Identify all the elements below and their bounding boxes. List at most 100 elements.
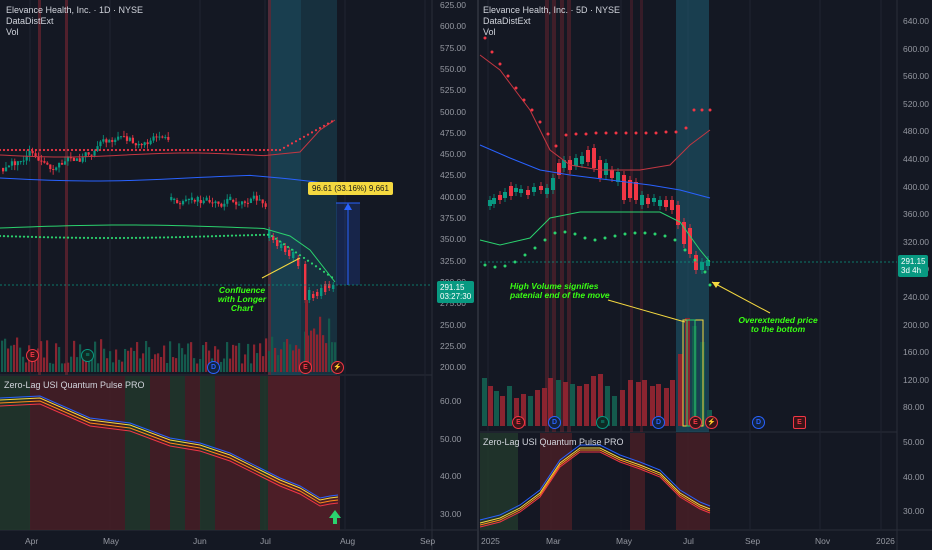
- signal-bar: [38, 0, 41, 375]
- oscillator-zone: [125, 376, 150, 530]
- split-event-icon[interactable]: ⚡: [331, 361, 344, 374]
- earnings-event-icon[interactable]: E: [689, 416, 702, 429]
- upper-dot: [138, 148, 142, 152]
- upper-dot: [604, 131, 608, 135]
- candle-body: [622, 175, 626, 200]
- lower-dot: [274, 237, 278, 240]
- lower-dot: [146, 236, 150, 239]
- right-osc-tick-label: 50.00: [903, 437, 925, 447]
- upper-dot: [22, 148, 26, 152]
- upper-dot: [318, 126, 322, 130]
- volume-bar: [16, 337, 19, 372]
- upper-dot: [330, 120, 334, 123]
- volume-bar: [133, 351, 136, 372]
- volume-bar: [70, 356, 73, 372]
- upper-dot: [98, 148, 102, 152]
- candle-body: [137, 143, 140, 146]
- dividend-event-icon[interactable]: D: [207, 361, 220, 374]
- volume-bar: [76, 357, 79, 372]
- left-price-tick-label: 475.00: [440, 127, 466, 138]
- candle-body: [66, 157, 70, 162]
- left-time-tick-label: Jul: [260, 536, 271, 546]
- candle-body: [503, 192, 507, 198]
- split-event-icon[interactable]: ⚡: [705, 416, 718, 429]
- upper-dot: [258, 148, 262, 152]
- candle-body: [19, 161, 22, 163]
- volume-bar: [157, 353, 160, 372]
- upper-dot: [10, 148, 14, 152]
- upper-dot: [554, 144, 558, 148]
- volume-bar: [103, 348, 106, 372]
- volume-bar: [160, 356, 163, 372]
- volume-bar: [650, 386, 655, 426]
- candle-body: [252, 195, 255, 199]
- lower-dot: [294, 251, 298, 254]
- upper-dot: [483, 36, 487, 40]
- candle-body: [134, 143, 137, 146]
- volume-bar: [145, 340, 148, 372]
- volume-bar: [91, 354, 94, 372]
- lower-dot: [326, 273, 330, 276]
- price-range-measure-label[interactable]: 96.61 (33.16%) 9,661: [308, 182, 393, 195]
- volume-bar: [151, 359, 154, 372]
- candle-body: [509, 186, 513, 196]
- lower-dot: [246, 234, 250, 237]
- candle-body: [604, 163, 608, 175]
- candle-body: [69, 157, 73, 159]
- candle-body: [31, 151, 34, 154]
- upper-dot: [506, 74, 510, 78]
- left-time-tick-label: Jun: [193, 536, 207, 546]
- event-icon[interactable]: ≡: [596, 416, 609, 429]
- upper-dot: [34, 148, 38, 152]
- volume-bar: [178, 343, 181, 372]
- candle-body: [25, 155, 28, 161]
- lower-dot: [573, 232, 577, 236]
- volume-bar: [556, 380, 561, 426]
- volume-bar: [295, 345, 298, 372]
- upper-dot: [38, 148, 42, 152]
- dividend-event-icon[interactable]: D: [652, 416, 665, 429]
- earnings-event-icon[interactable]: E: [26, 349, 39, 362]
- upper-dot: [46, 148, 50, 152]
- earnings-event-icon[interactable]: E: [512, 416, 525, 429]
- volume-bar: [154, 354, 157, 372]
- upper-dot: [94, 148, 98, 152]
- lower-dot: [503, 264, 507, 268]
- candle-body: [4, 167, 8, 172]
- volume-bar: [313, 328, 316, 372]
- upper-dot: [282, 146, 286, 149]
- lower-dot: [266, 233, 270, 236]
- candle-body: [190, 197, 193, 200]
- candle-body: [208, 200, 211, 203]
- candle-body: [46, 162, 49, 165]
- upper-dot: [294, 140, 298, 143]
- volume-bar: [184, 354, 187, 372]
- upper-dot: [214, 148, 218, 152]
- dividend-event-icon[interactable]: D: [752, 416, 765, 429]
- volume-bar: [500, 396, 505, 426]
- upper-band: [479, 54, 711, 171]
- upper-dot: [106, 148, 110, 152]
- left-price-tick-label: 275.00: [440, 298, 466, 309]
- upper-dot: [134, 148, 138, 152]
- lower-dot: [22, 235, 26, 238]
- candle-body: [99, 141, 102, 147]
- volume-bar: [591, 376, 596, 426]
- volume-bar: [620, 390, 625, 426]
- candle-body: [646, 198, 650, 204]
- dividend-event-icon[interactable]: D: [548, 416, 561, 429]
- upper-dot: [202, 148, 206, 152]
- earnings-event-icon[interactable]: E: [299, 361, 312, 374]
- upper-dot: [194, 148, 198, 152]
- earnings-event-icon[interactable]: E: [793, 416, 806, 429]
- volume-bar: [22, 356, 25, 372]
- signal-bar: [552, 0, 556, 432]
- upper-dot: [50, 148, 54, 152]
- upper-dot: [624, 131, 628, 135]
- candle-body: [519, 189, 523, 193]
- left-price-tick-label: 575.00: [440, 42, 466, 53]
- volume-bar: [139, 358, 142, 372]
- volume-bar: [642, 380, 647, 426]
- event-icon[interactable]: ≡: [81, 349, 94, 362]
